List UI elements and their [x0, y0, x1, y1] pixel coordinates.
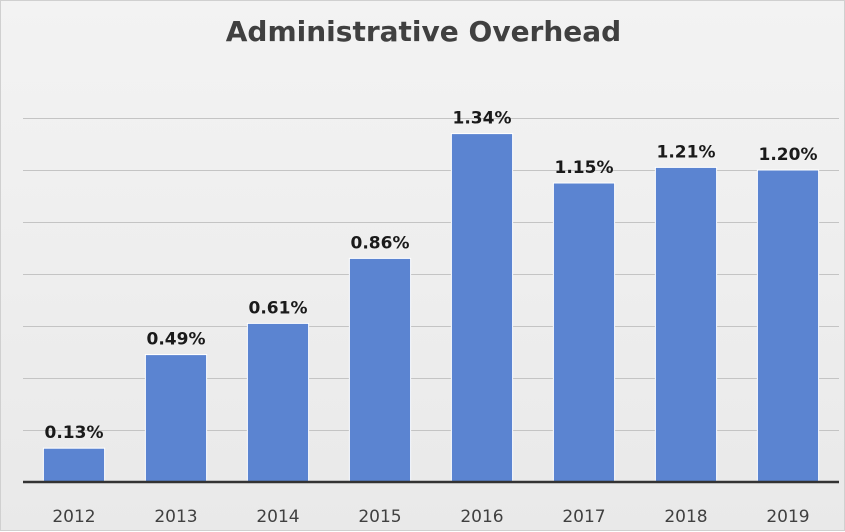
x-tick-label-2015: 2015 — [358, 507, 401, 527]
bars — [42, 133, 820, 483]
chart-title: Administrative Overhead — [225, 15, 622, 48]
bar-2017 — [552, 182, 616, 483]
data-label-2017: 1.15% — [555, 158, 614, 178]
x-tick-label-2013: 2013 — [154, 507, 197, 527]
x-tick-label-2018: 2018 — [664, 507, 707, 527]
x-tick-label-2016: 2016 — [460, 507, 503, 527]
data-label-2013: 0.49% — [147, 330, 206, 350]
x-tick-labels: 2012 2013 2014 2015 2016 2017 2018 2019 — [52, 507, 809, 527]
bar-2019 — [756, 169, 820, 483]
bar-2015 — [348, 257, 412, 483]
bar-2014 — [246, 322, 310, 483]
data-label-2018: 1.21% — [657, 142, 716, 162]
bar-2012 — [42, 447, 106, 483]
bar-2016 — [450, 133, 514, 483]
x-tick-label-2019: 2019 — [766, 507, 809, 527]
data-label-2015: 0.86% — [351, 233, 410, 253]
x-tick-label-2012: 2012 — [52, 507, 95, 527]
x-tick-label-2017: 2017 — [562, 507, 605, 527]
bar-2013 — [144, 354, 208, 483]
data-label-2016: 1.34% — [453, 109, 512, 129]
bar-2018 — [654, 166, 718, 483]
data-labels: 0.13% 0.49% 0.61% 0.86% 1.34% 1.15% 1.21% 1.20% — [45, 109, 818, 444]
data-label-2019: 1.20% — [759, 145, 818, 165]
x-tick-label-2014: 2014 — [256, 507, 299, 527]
data-label-2012: 0.13% — [45, 423, 104, 443]
data-label-2014: 0.61% — [249, 298, 308, 318]
